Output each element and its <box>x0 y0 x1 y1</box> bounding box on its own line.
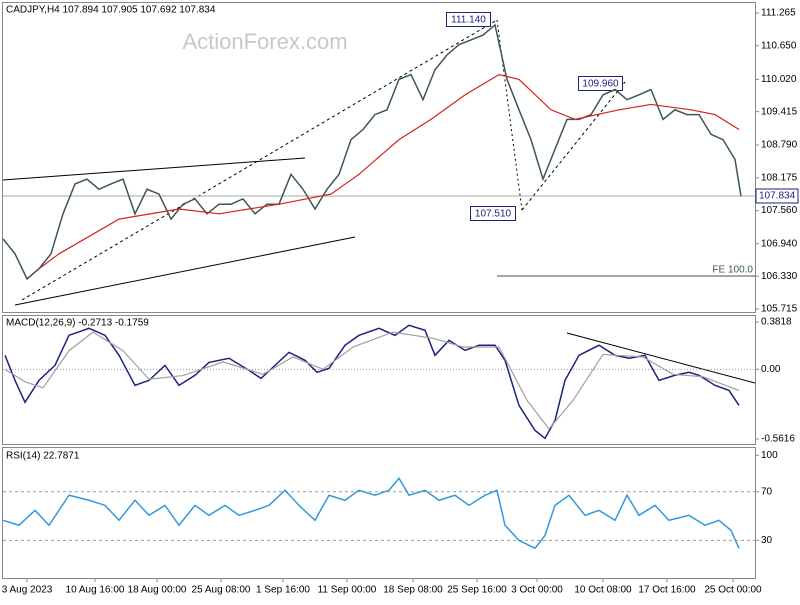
y-tick-label: 110.650 <box>761 40 797 51</box>
fe-label: FE 100.0 <box>712 265 753 276</box>
x-tick-label: 25 Oct 00:00 <box>704 585 762 596</box>
y-tick-label: 100 <box>761 450 778 461</box>
x-tick-label: 25 Aug 08:00 <box>192 585 251 596</box>
y-tick-label: 70 <box>761 486 773 497</box>
macd-title: MACD(12,26,9) -0.2713 -0.1759 <box>6 318 149 329</box>
y-tick-label: 30 <box>761 535 773 546</box>
annotation: 107.510 <box>475 209 512 220</box>
x-tick-label: 11 Sep 00:00 <box>318 585 377 596</box>
series-line <box>38 73 740 270</box>
y-tick-label: 0.00 <box>761 364 781 375</box>
x-tick-label: 10 Oct 08:00 <box>574 585 632 596</box>
y-tick-label: 111.265 <box>761 8 796 19</box>
rsi-panel <box>2 447 756 579</box>
channel-line <box>21 19 498 301</box>
y-tick-label: 106.330 <box>761 271 798 282</box>
series-line <box>4 331 740 430</box>
annotation: 111.140 <box>451 15 486 26</box>
annotation: 109.960 <box>582 79 619 90</box>
macd-trend-line <box>566 332 756 384</box>
x-tick-label: 18 Sep 08:00 <box>383 585 443 596</box>
y-tick-label: -0.5616 <box>761 434 795 445</box>
y-tick-label: 0.3818 <box>761 317 792 328</box>
y-tick-label: 105.715 <box>761 304 798 315</box>
x-tick-label: 25 Sep 16:00 <box>447 585 507 596</box>
x-tick-label: 18 Aug 00:00 <box>128 585 187 596</box>
x-tick-label: 10 Aug 16:00 <box>66 585 125 596</box>
y-tick-label: 106.940 <box>761 238 798 249</box>
rsi-title: RSI(14) 22.7871 <box>6 451 80 462</box>
series-line <box>2 23 742 281</box>
y-tick-label: 110.020 <box>761 74 797 85</box>
trend-line <box>2 157 306 181</box>
last-price-box <box>755 188 799 204</box>
x-tick-label: 3 Oct 00:00 <box>511 585 563 596</box>
x-tick-label: 1 Sep 16:00 <box>256 585 310 596</box>
annotation-box <box>470 206 516 221</box>
series-line <box>2 476 740 550</box>
x-tick-label: 3 Aug 2023 <box>2 585 53 596</box>
series-line <box>4 324 740 440</box>
y-tick-label: 107.560 <box>761 205 798 216</box>
last-price-label: 107.834 <box>759 191 796 202</box>
annotation-box <box>446 12 491 27</box>
trend-line <box>14 236 356 306</box>
y-tick-label: 109.415 <box>761 106 798 117</box>
y-tick-label: 108.790 <box>761 140 798 151</box>
annotation-box <box>578 76 623 91</box>
x-tick-label: 17 Oct 16:00 <box>638 585 696 596</box>
watermark: ActionForex.com <box>182 29 347 54</box>
y-tick-label: 108.175 <box>761 172 798 183</box>
chart-title: CADJPY,H4 107.894 107.905 107.692 107.83… <box>6 5 216 16</box>
macd-panel <box>2 315 756 445</box>
price-panel <box>2 2 756 313</box>
